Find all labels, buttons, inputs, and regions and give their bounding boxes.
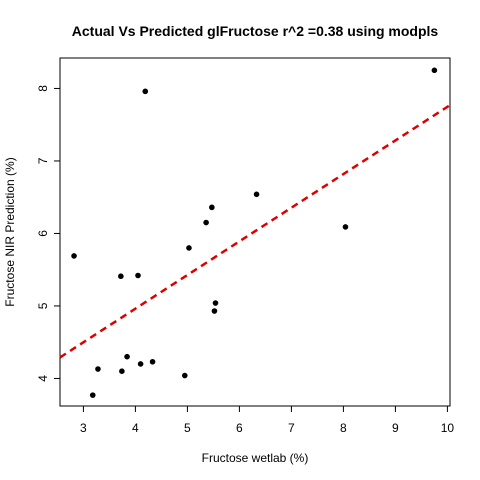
x-axis: 3 4 5 6 7 8 9 10 [80, 406, 454, 435]
x-tick-label: 7 [288, 421, 295, 435]
data-point [253, 191, 260, 198]
y-tick-label: 4 [36, 375, 50, 382]
data-point [89, 392, 96, 398]
chart-title: Actual Vs Predicted glFructose r^2 =0.38… [72, 23, 439, 39]
data-point [431, 67, 438, 74]
x-tick-label: 3 [80, 421, 87, 435]
y-axis: 4 5 6 7 8 [36, 85, 60, 382]
plot-frame [59, 57, 451, 407]
data-point [209, 204, 215, 211]
data-point [119, 368, 125, 375]
data-point [71, 253, 77, 259]
x-tick-label: 8 [340, 421, 347, 435]
x-tick-label: 6 [236, 421, 243, 435]
x-axis-label: Fructose wetlab (%) [202, 451, 309, 465]
data-point [186, 245, 192, 251]
y-axis-label: Fructose NIR Prediction (%) [3, 157, 17, 306]
y-tick-label: 8 [36, 85, 50, 92]
data-point [124, 353, 130, 360]
data-point [137, 361, 144, 367]
y-tick-label: 7 [36, 157, 50, 164]
data-point [135, 272, 141, 279]
data-point [142, 88, 149, 95]
data-point [149, 358, 156, 365]
x-tick-label: 10 [441, 421, 455, 435]
x-tick-label: 4 [132, 421, 139, 435]
x-tick-label: 9 [392, 421, 399, 435]
data-point [212, 300, 219, 306]
x-tick-label: 5 [184, 421, 191, 435]
data-point [211, 308, 218, 314]
data-point [182, 372, 188, 379]
data-point [342, 224, 349, 230]
y-tick-label: 6 [36, 230, 50, 237]
data-point [95, 366, 101, 372]
data-point [118, 273, 124, 280]
data-points [71, 67, 438, 398]
y-tick-label: 5 [36, 302, 50, 309]
regression-line [59, 104, 451, 359]
data-point [203, 219, 209, 226]
